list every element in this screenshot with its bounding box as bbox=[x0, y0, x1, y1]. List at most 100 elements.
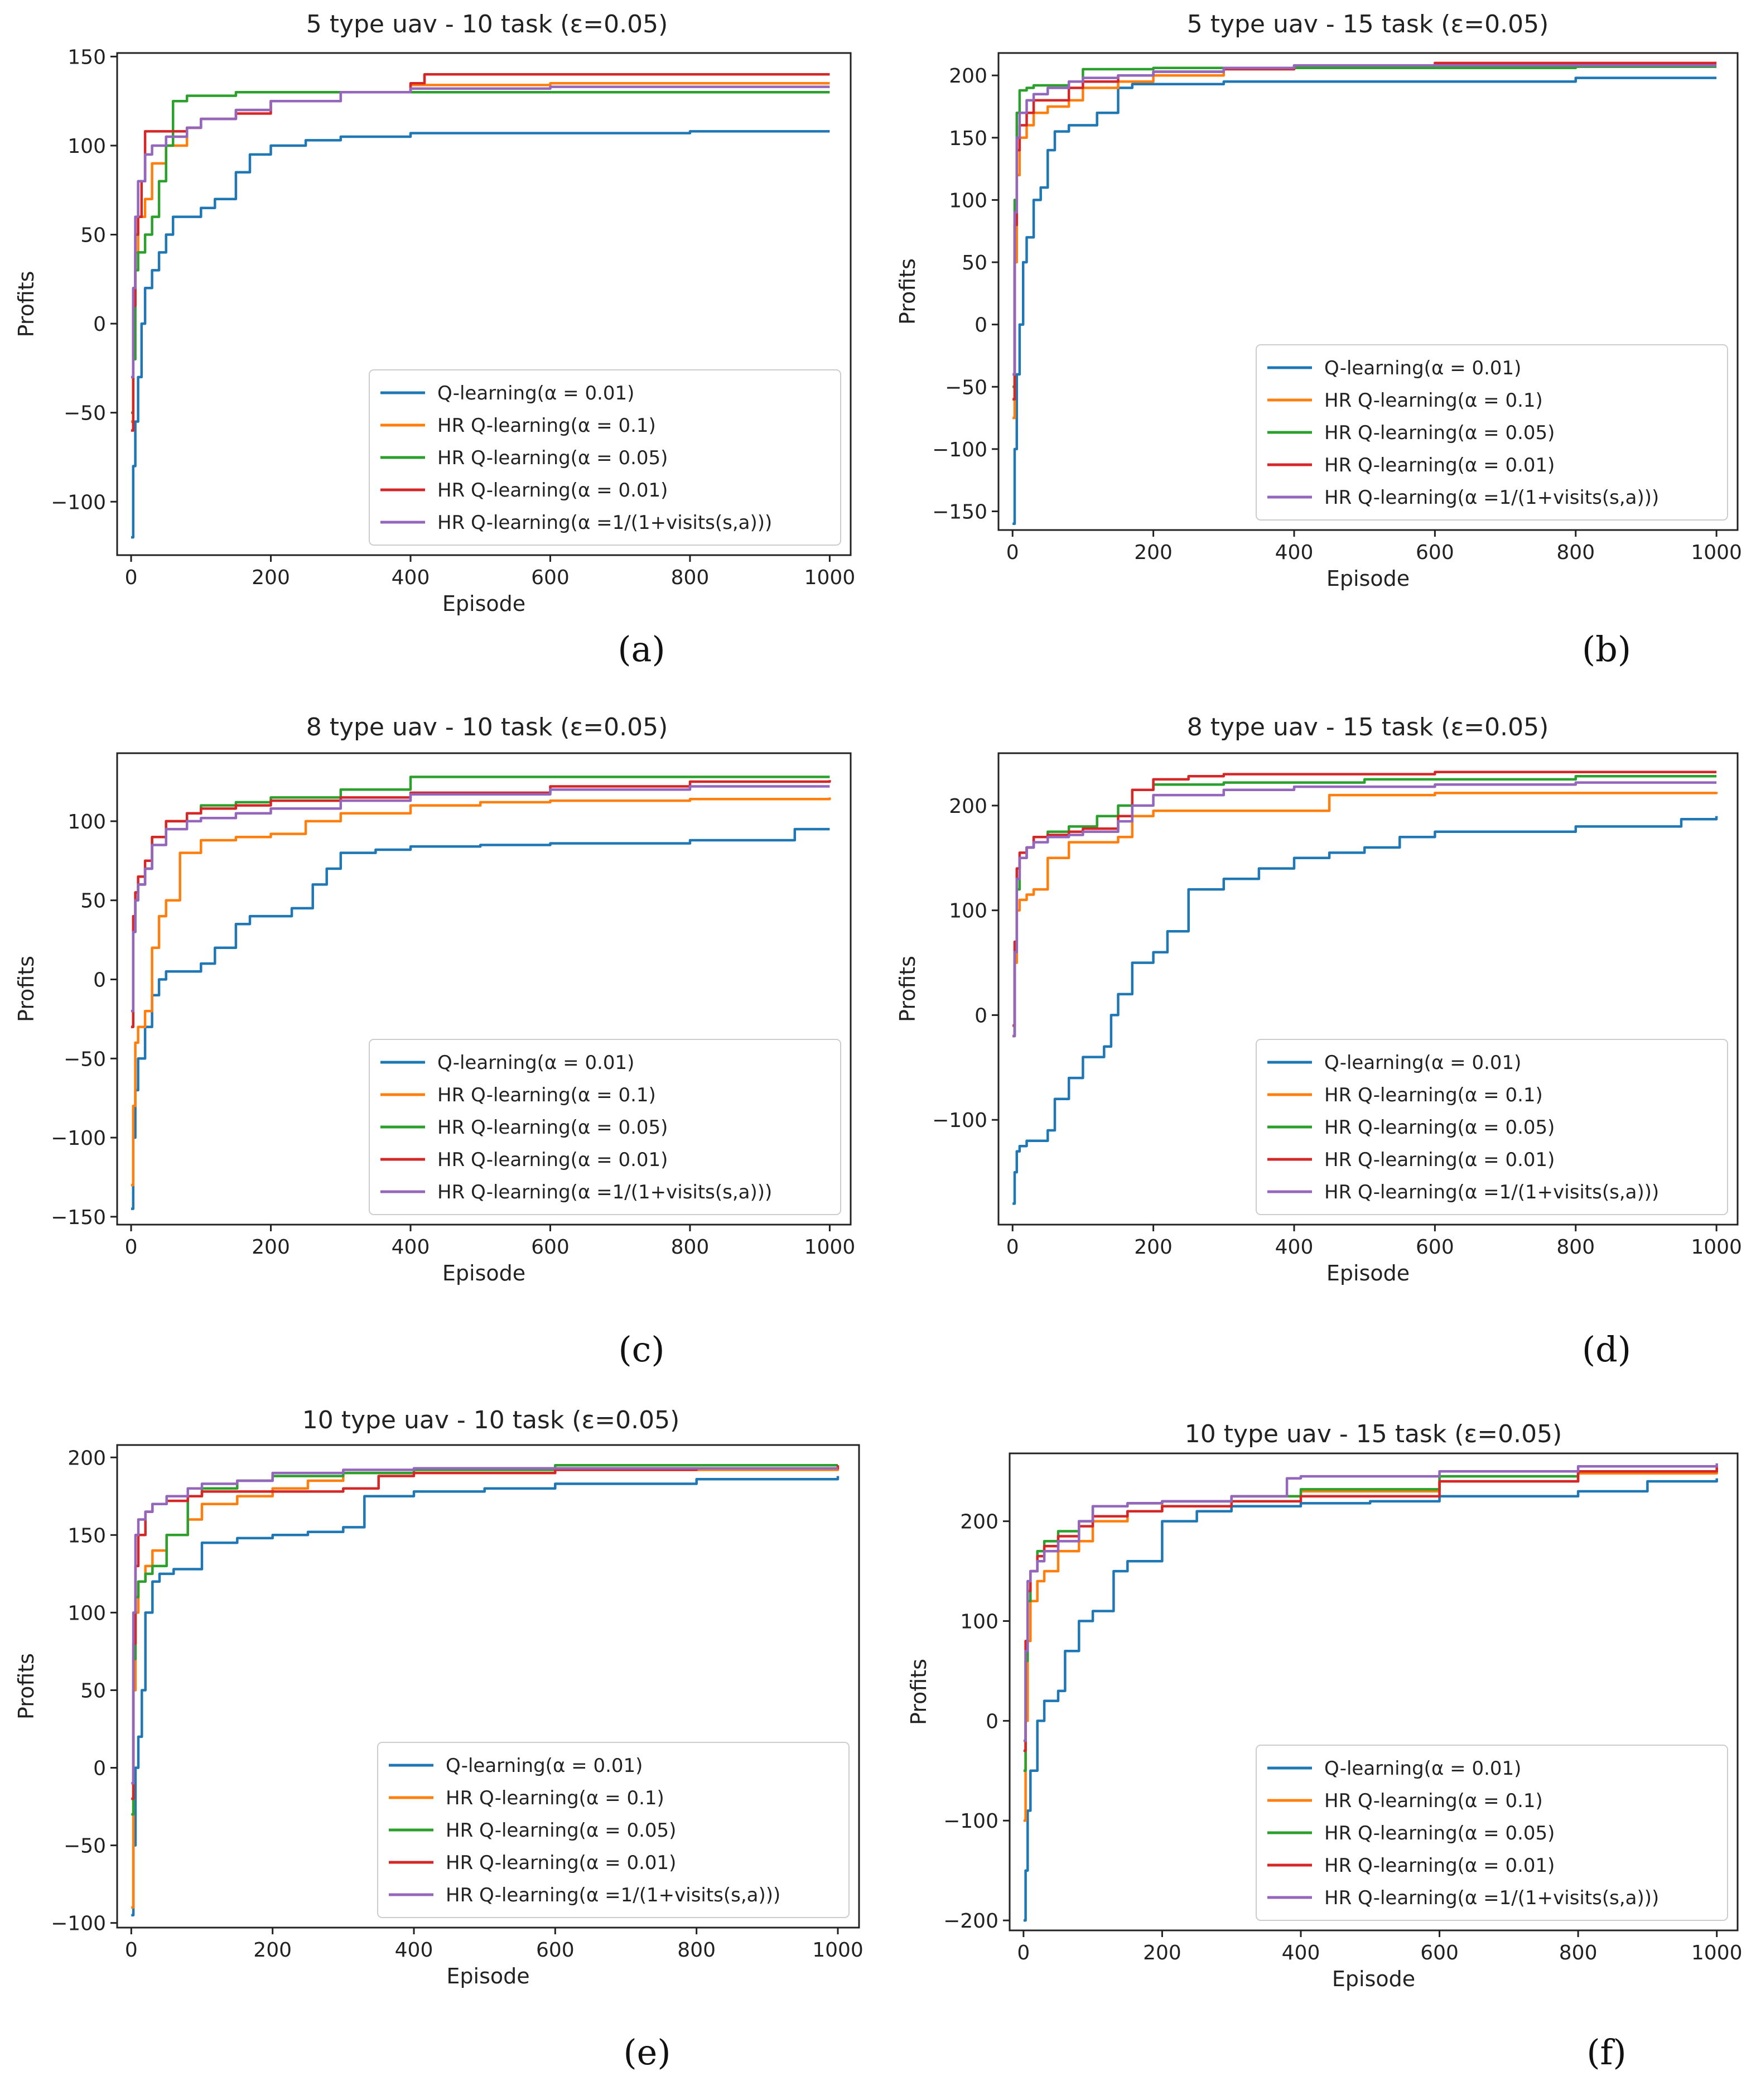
y-tick-label: 100 bbox=[949, 189, 987, 212]
series-line-1 bbox=[1012, 76, 1717, 526]
y-axis-label: Profits bbox=[14, 1653, 38, 1720]
panel-caption: (f) bbox=[1586, 2032, 1626, 2073]
chart-title: 10 type uav - 10 task (ε=0.05) bbox=[302, 1406, 680, 1434]
x-axis-label: Episode bbox=[1332, 1967, 1415, 1991]
legend-box bbox=[1256, 344, 1728, 521]
legend-entry: HR Q-learning(α =1/(1+visits(s,a))) bbox=[1324, 487, 1659, 509]
x-tick-label: 1000 bbox=[1691, 1236, 1742, 1259]
x-tick-label: 200 bbox=[253, 1939, 292, 1962]
x-axis-label: Episode bbox=[442, 1261, 525, 1285]
x-tick-label: 200 bbox=[252, 1236, 290, 1259]
y-tick-label: 100 bbox=[67, 811, 106, 834]
x-tick-label: 800 bbox=[1559, 1942, 1598, 1964]
y-tick-label: −50 bbox=[64, 402, 106, 425]
legend: Q-learning(α = 0.01) HR Q-learning(α = 0.… bbox=[369, 369, 841, 546]
y-tick-label: 0 bbox=[93, 313, 106, 336]
legend: Q-learning(α = 0.01) HR Q-learning(α = 0.… bbox=[1256, 344, 1728, 521]
y-axis-label: Profits bbox=[14, 271, 38, 338]
legend-entry: HR Q-learning(α = 0.1) bbox=[437, 415, 656, 437]
series-line-1 bbox=[131, 827, 830, 1210]
legend-entry: Q-learning(α = 0.01) bbox=[1324, 1757, 1521, 1780]
x-tick-label: 600 bbox=[1416, 1236, 1454, 1259]
y-tick-label: 100 bbox=[949, 900, 987, 923]
x-tick-label: 200 bbox=[1134, 541, 1173, 564]
legend-entry: HR Q-learning(α = 0.1) bbox=[1324, 1084, 1543, 1106]
y-tick-label: −100 bbox=[51, 491, 106, 514]
y-tick-label: 150 bbox=[67, 1524, 106, 1547]
y-tick-label: −100 bbox=[51, 1913, 106, 1935]
x-tick-label: 1000 bbox=[812, 1939, 863, 1962]
x-tick-label: 1000 bbox=[804, 566, 856, 589]
legend-entry: Q-learning(α = 0.01) bbox=[437, 1052, 634, 1074]
legend-entry: HR Q-learning(α = 0.05) bbox=[437, 1116, 668, 1139]
legend-entry: HR Q-learning(α =1/(1+visits(s,a))) bbox=[437, 512, 772, 534]
legend-entry: HR Q-learning(α = 0.05) bbox=[446, 1819, 676, 1842]
legend-entry: HR Q-learning(α =1/(1+visits(s,a))) bbox=[446, 1884, 780, 1906]
y-tick-label: −200 bbox=[943, 1910, 998, 1933]
series-line-1 bbox=[1012, 816, 1718, 1205]
legend: Q-learning(α = 0.01) HR Q-learning(α = 0.… bbox=[369, 1039, 841, 1215]
panel-caption: (c) bbox=[618, 1329, 664, 1370]
x-tick-label: 0 bbox=[1006, 1236, 1019, 1259]
legend-entry: Q-learning(α = 0.01) bbox=[1324, 1052, 1521, 1074]
x-tick-label: 200 bbox=[1134, 1236, 1173, 1259]
series-line-5 bbox=[131, 1467, 838, 1785]
x-tick-label: 1000 bbox=[804, 1236, 856, 1259]
x-axis-label: Episode bbox=[442, 591, 525, 616]
y-tick-label: 0 bbox=[975, 1004, 987, 1027]
y-tick-label: 150 bbox=[949, 127, 987, 150]
x-tick-label: 400 bbox=[395, 1939, 433, 1962]
chart-panel-f: 10 type uav - 15 task (ε=0.05) 0 200 400 600… bbox=[906, 1420, 1743, 2073]
x-axis-label: Episode bbox=[1326, 566, 1410, 591]
x-tick-label: 600 bbox=[536, 1939, 575, 1962]
y-tick-label: −150 bbox=[932, 501, 987, 524]
y-tick-label: 50 bbox=[80, 224, 106, 247]
y-tick-label: 50 bbox=[80, 1679, 106, 1702]
legend-entry: HR Q-learning(α = 0.01) bbox=[1324, 1149, 1555, 1171]
x-tick-label: 400 bbox=[1275, 541, 1314, 564]
panel-caption: (b) bbox=[1582, 629, 1631, 670]
y-tick-label: −100 bbox=[943, 1810, 998, 1833]
y-axis-label: Profits bbox=[906, 1659, 931, 1725]
x-tick-label: 0 bbox=[125, 566, 138, 589]
legend-entry: HR Q-learning(α = 0.1) bbox=[437, 1084, 656, 1106]
y-tick-label: −100 bbox=[51, 1127, 106, 1150]
chart-panel-a: 5 type uav - 10 task (ε=0.05) 0 200 400 600 8… bbox=[14, 10, 855, 670]
x-tick-label: 400 bbox=[1282, 1942, 1320, 1964]
chart-title: 5 type uav - 10 task (ε=0.05) bbox=[306, 10, 668, 38]
legend-entry: HR Q-learning(α = 0.01) bbox=[437, 1149, 668, 1171]
legend-entry: HR Q-learning(α = 0.05) bbox=[1324, 1822, 1555, 1844]
legend-entry: HR Q-learning(α = 0.05) bbox=[1324, 1116, 1555, 1139]
x-tick-label: 400 bbox=[392, 1236, 430, 1259]
legend: Q-learning(α = 0.01) HR Q-learning(α = 0.… bbox=[377, 1742, 850, 1918]
x-tick-label: 600 bbox=[1416, 541, 1454, 564]
series-line-4 bbox=[131, 1465, 840, 1800]
chart-panel-b: 5 type uav - 15 task (ε=0.05) 0 200 400 600 8… bbox=[895, 10, 1742, 670]
series-line-5 bbox=[131, 785, 830, 1013]
chart-title: 8 type uav - 10 task (ε=0.05) bbox=[306, 713, 668, 741]
x-tick-label: 1000 bbox=[1691, 541, 1742, 564]
chart-title: 8 type uav - 15 task (ε=0.05) bbox=[1187, 713, 1549, 741]
y-tick-label: −150 bbox=[51, 1206, 106, 1229]
panel-caption: (d) bbox=[1582, 1329, 1631, 1370]
x-tick-label: 0 bbox=[1017, 1942, 1030, 1964]
legend-entry: HR Q-learning(α =1/(1+visits(s,a))) bbox=[1324, 1887, 1659, 1909]
series-line-3 bbox=[131, 90, 830, 414]
x-axis-label: Episode bbox=[1326, 1261, 1410, 1285]
x-tick-label: 800 bbox=[1556, 1236, 1595, 1259]
x-tick-label: 400 bbox=[392, 566, 430, 589]
y-tick-label: 100 bbox=[960, 1611, 998, 1634]
y-tick-label: 200 bbox=[960, 1511, 998, 1534]
series-line-1 bbox=[131, 130, 830, 539]
x-tick-label: 400 bbox=[1275, 1236, 1314, 1259]
y-tick-label: 200 bbox=[949, 795, 987, 818]
legend-entry: HR Q-learning(α = 0.05) bbox=[1324, 422, 1555, 444]
legend-entry: HR Q-learning(α =1/(1+visits(s,a))) bbox=[437, 1181, 772, 1203]
y-tick-label: 0 bbox=[93, 1757, 106, 1780]
y-tick-label: −50 bbox=[945, 376, 987, 399]
series-line-2 bbox=[131, 797, 831, 1187]
y-tick-label: 150 bbox=[67, 46, 106, 69]
y-tick-label: −50 bbox=[64, 1048, 106, 1071]
x-tick-label: 1000 bbox=[1691, 1942, 1743, 1964]
